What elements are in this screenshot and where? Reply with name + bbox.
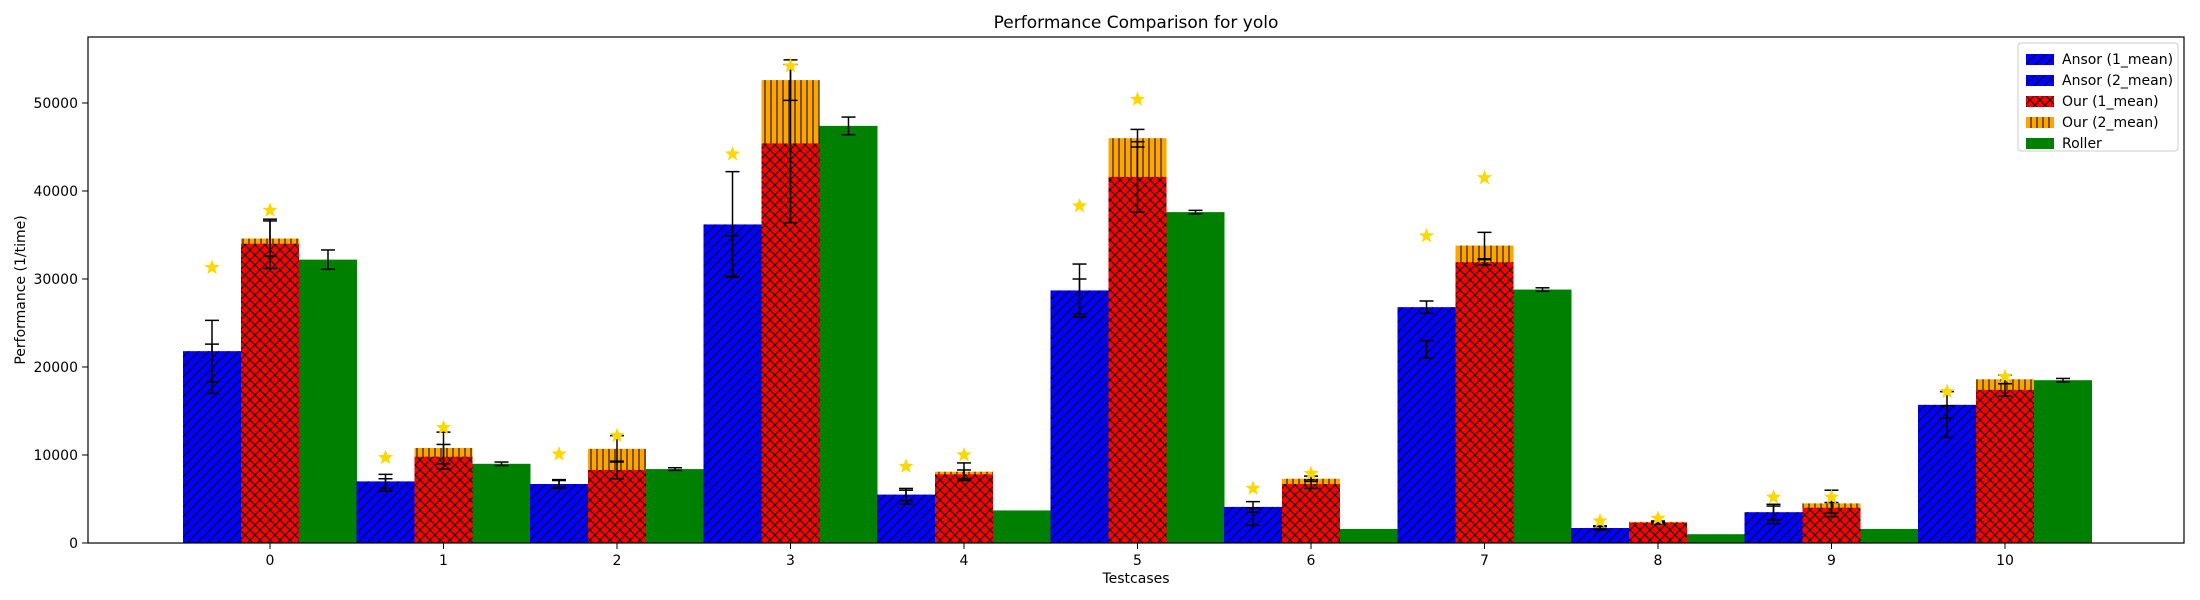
legend-swatch: [2026, 138, 2054, 149]
legend-swatch-hatch: [2026, 96, 2054, 107]
legend-box: [2017, 42, 2179, 152]
x-tick-label: 10: [1996, 553, 2014, 569]
y-tick-label: 10000: [33, 448, 78, 464]
bar-roller: [1860, 528, 1919, 543]
legend-label: Ansor (1_mean): [2062, 52, 2173, 68]
star-marker-ansor: [1592, 513, 1608, 528]
bar-roller: [646, 469, 704, 543]
bar-roller: [819, 125, 878, 543]
star-marker-ansor: [1071, 198, 1088, 213]
star-marker-ansor: [724, 146, 741, 161]
x-tick-label: 9: [1827, 553, 1836, 569]
bar-ansor-2-mean-hatch: [530, 484, 588, 543]
bar-roller: [2034, 380, 2092, 543]
star-marker-ansor: [204, 259, 220, 274]
star-marker-ansor: [1939, 383, 1955, 399]
star-marker-ansor: [551, 446, 567, 461]
bar-ansor-2-mean-hatch: [183, 368, 241, 543]
bar-our-1-mean-hatch: [414, 456, 473, 543]
star-marker-ansor: [1418, 227, 1435, 243]
star-marker-ansor: [1245, 480, 1261, 495]
legend-label: Ansor (2_mean): [2062, 73, 2173, 89]
x-tick-label: 1: [439, 553, 448, 569]
legend-swatch-hatch: [2026, 54, 2054, 65]
plot-frame: [87, 36, 2185, 544]
x-tick-label: 3: [786, 553, 795, 569]
legend-label: Our (2_mean): [2062, 115, 2159, 131]
legend-swatch-hatch: [2026, 75, 2054, 86]
star-marker-ansor: [1765, 489, 1782, 504]
star-marker-our: [435, 419, 452, 435]
legend-label: Roller: [2062, 136, 2102, 152]
x-axis-title: Testcases: [1101, 571, 1169, 587]
bar-ansor-2-mean-hatch: [1397, 349, 1456, 543]
bar-our-1-mean-hatch: [935, 474, 993, 543]
bar-our-1-mean-hatch: [241, 243, 299, 544]
bar-roller: [299, 259, 357, 543]
bar-roller: [472, 463, 531, 543]
star-marker-ansor: [898, 458, 914, 473]
star-marker-our: [1650, 510, 1666, 525]
legend: Ansor (1_mean) Ansor (2_mean) Our (1_mean)…: [2017, 42, 2179, 152]
star-marker-our: [1823, 489, 1840, 504]
star-marker-our: [956, 447, 972, 462]
legend-swatch-hatch: [2026, 117, 2054, 128]
bar-roller: [993, 510, 1051, 543]
star-marker-our: [1476, 169, 1493, 185]
bar-ansor-2-mean-hatch: [1571, 528, 1629, 543]
star-marker-our: [1129, 91, 1146, 106]
chart-title: Performance Comparison for yolo: [994, 13, 1279, 33]
bar-ansor-2-mean-hatch: [356, 484, 415, 543]
x-tick-label: 8: [1654, 553, 1663, 569]
y-tick-label: 40000: [33, 184, 78, 200]
plot-area: 0 10000 20000 30000 40000 50000 0 1 2 3 4 5 6 7 8 9 10: [33, 58, 2092, 569]
star-marker-our: [262, 202, 278, 217]
bar-roller: [1340, 528, 1398, 543]
y-tick-label: 20000: [33, 360, 78, 376]
y-axis-title: Performance (1/time): [13, 215, 29, 364]
x-tick-label: 7: [1480, 553, 1489, 569]
x-tick-label: 5: [1133, 553, 1142, 569]
bar-our-1-mean-hatch: [588, 469, 646, 543]
star-marker-ansor: [377, 449, 394, 465]
bar-ansor-2-mean-hatch: [1918, 421, 1976, 543]
x-tick-label: 0: [266, 553, 275, 569]
bar-roller: [1513, 289, 1572, 543]
bar-our-1-mean-hatch: [1282, 484, 1340, 543]
bar-roller: [1166, 212, 1225, 543]
x-tick-label: 4: [960, 553, 969, 569]
bar-our-1-mean-hatch: [1108, 176, 1167, 544]
bar-our-1-mean-hatch: [1976, 389, 2034, 543]
star-marker-our: [1997, 368, 2013, 384]
y-tick-label: 50000: [33, 96, 78, 112]
bar-roller: [1687, 534, 1745, 543]
bar-our-1-mean-hatch: [1629, 522, 1687, 543]
bar-ansor-2-mean-hatch: [703, 256, 762, 543]
bar-our-1-mean-hatch: [1455, 262, 1514, 543]
legend-label: Our (1_mean): [2062, 94, 2159, 110]
y-tick-label: 0: [69, 536, 78, 552]
star-marker-our: [609, 427, 625, 443]
star-marker-our: [782, 58, 799, 73]
y-tick-label: 30000: [33, 272, 78, 288]
star-marker-our: [1303, 465, 1319, 480]
x-tick-label: 2: [613, 553, 622, 569]
bar-ansor-2-mean-hatch: [1050, 296, 1109, 543]
x-tick-label: 6: [1307, 553, 1316, 569]
